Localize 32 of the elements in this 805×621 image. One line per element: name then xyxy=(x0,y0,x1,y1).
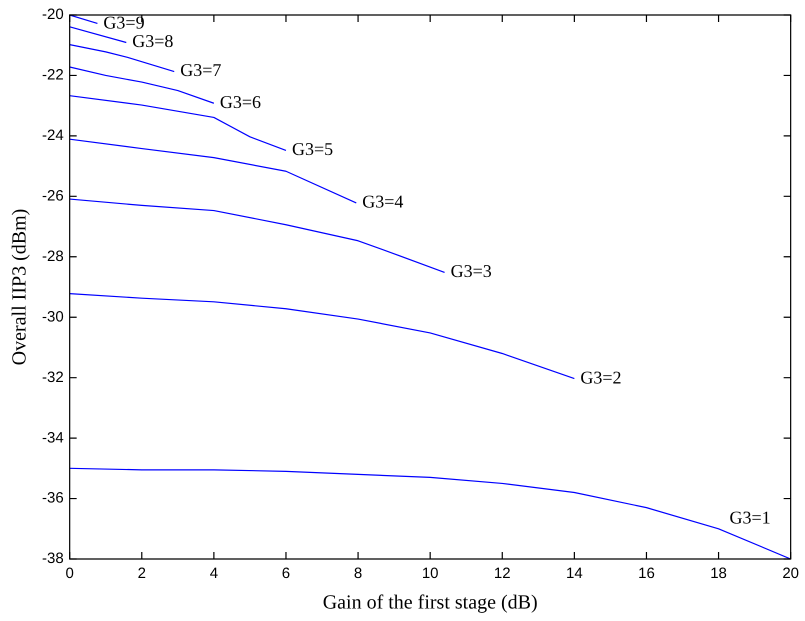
series-label: G3=7 xyxy=(180,60,222,80)
y-tick-label: -34 xyxy=(42,429,64,446)
x-tick-label: 12 xyxy=(494,565,511,582)
series-label: G3=6 xyxy=(220,92,262,112)
y-tick-label: -22 xyxy=(42,66,64,84)
y-tick-label: -38 xyxy=(42,550,64,568)
x-axis-title: Gain of the first stage (dB) xyxy=(322,591,538,614)
series-label: G3=5 xyxy=(292,139,334,160)
x-tick-label: 6 xyxy=(282,565,290,582)
x-tick-label: 16 xyxy=(638,565,655,582)
y-tick-label: -32 xyxy=(42,368,64,386)
x-tick-label: 2 xyxy=(138,565,146,582)
y-tick-label: -26 xyxy=(42,187,64,204)
x-tick-label: 4 xyxy=(210,565,218,582)
y-tick-label: -36 xyxy=(42,490,64,507)
y-tick-label: -30 xyxy=(42,308,64,326)
x-tick-label: 8 xyxy=(354,565,362,582)
x-tick-label: 18 xyxy=(710,565,727,582)
y-axis-title: Overall IIP3 (dBm) xyxy=(8,208,30,366)
series-label: G3=9 xyxy=(103,12,145,33)
x-tick-label: 14 xyxy=(566,565,583,582)
y-tick-label: -20 xyxy=(42,6,64,24)
series-label: G3=3 xyxy=(450,261,492,282)
y-tick-label: -28 xyxy=(42,248,64,265)
series-label: G3=4 xyxy=(362,192,404,212)
series-label: G3=2 xyxy=(580,367,622,388)
x-tick-label: 20 xyxy=(782,565,799,582)
x-tick-label: 10 xyxy=(422,565,439,582)
x-tick-label: 0 xyxy=(66,565,74,582)
y-tick-label: -24 xyxy=(42,127,64,144)
series-label: G3=1 xyxy=(730,508,771,528)
series-label: G3=8 xyxy=(132,31,174,52)
